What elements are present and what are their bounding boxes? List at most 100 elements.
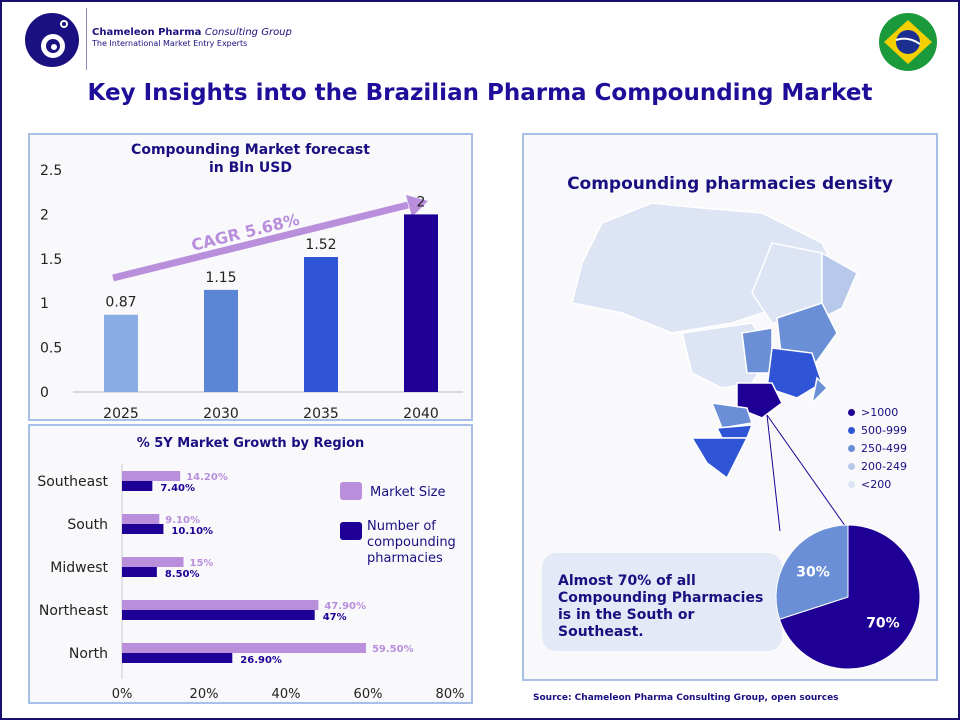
y-tick-label: 0	[40, 385, 49, 401]
region-bar	[122, 610, 315, 620]
legend-label: 250-499	[861, 441, 907, 455]
map-legend: >1000 500-999 250-499 200-249 <200	[848, 403, 907, 493]
forecast-panel	[28, 133, 473, 421]
pie-label: 70%	[866, 615, 900, 631]
forecast-bar	[104, 314, 138, 392]
logo-separator	[86, 8, 87, 70]
x-tick-label: 2030	[203, 406, 239, 421]
bar-value-label: 2	[417, 194, 426, 210]
region-label: Northeast	[39, 603, 109, 619]
y-tick-label: 0.5	[40, 341, 62, 357]
legend-label: pharmacies	[367, 551, 443, 566]
region-bar-label: 59.50%	[372, 644, 414, 655]
map-regions	[571, 202, 858, 480]
x-tick-label: 20%	[190, 687, 219, 702]
pie-connector-line	[766, 414, 849, 531]
legend-dot	[848, 462, 855, 470]
legend-label: Number of	[367, 519, 436, 534]
region-bar	[122, 653, 233, 663]
x-tick-label: 0%	[112, 687, 133, 702]
northeast-east	[821, 251, 858, 320]
region-bar-label: 47%	[323, 612, 347, 623]
map-legend-item: 500-999	[848, 421, 907, 439]
x-tick-label: 2040	[403, 406, 439, 421]
region-bar-label: 9.10%	[165, 515, 200, 526]
forecast-bar	[204, 289, 238, 392]
map-legend-item: <200	[848, 475, 907, 493]
minas-gerais	[766, 347, 823, 399]
company-tagline: The International Market Entry Experts	[92, 39, 248, 48]
legend-dot	[848, 444, 855, 452]
forecast-bar	[404, 214, 438, 392]
legend-label: Market Size	[370, 485, 446, 500]
legend-label: compounding	[367, 535, 456, 550]
bar-value-label: 1.15	[205, 270, 236, 286]
region-bar-label: 15%	[190, 558, 214, 569]
callout-box: Almost 70% of all Compounding Pharmacies…	[542, 553, 782, 651]
region-bar-label: 10.10%	[171, 526, 213, 537]
company-name: Chameleon Pharma Consulting Group	[92, 27, 292, 38]
bar-value-label: 0.87	[105, 295, 136, 311]
region-bar-label: 14.20%	[186, 472, 228, 483]
goias	[741, 327, 773, 374]
region-label: North	[69, 646, 108, 662]
region-bar-label: 47.90%	[324, 601, 366, 612]
x-tick-label: 60%	[354, 687, 383, 702]
pie-slice	[775, 524, 849, 620]
region-bar	[122, 481, 153, 491]
brazil-flag-icon	[879, 13, 937, 71]
y-tick-label: 1.5	[40, 252, 62, 268]
pie-chart: 70% 30%	[775, 524, 921, 670]
cagr-arrowhead	[406, 195, 428, 217]
map-legend-item: >1000	[848, 403, 907, 421]
region-bar	[122, 524, 164, 534]
x-tick-label: 80%	[436, 687, 465, 702]
region-bar	[122, 471, 181, 481]
forecast-title: Compounding Market forecast in Bln USD	[131, 142, 370, 176]
rio-grande-do-sul	[690, 437, 749, 480]
region-label: Southeast	[37, 474, 108, 490]
region-label: Midwest	[50, 560, 108, 576]
legend-dot	[848, 408, 855, 416]
x-tick-label: 2035	[303, 406, 339, 421]
x-tick-label: 2025	[103, 406, 139, 421]
region-bar	[122, 514, 160, 524]
region-bar	[122, 600, 319, 610]
pie-connector-line	[766, 414, 781, 532]
brazil-map	[571, 202, 858, 532]
map-title: Compounding pharmacies density	[567, 174, 893, 194]
sao-paulo	[736, 382, 783, 419]
map-legend-item: 200-249	[848, 457, 907, 475]
region-bar	[122, 567, 157, 577]
y-tick-label: 1	[40, 296, 49, 312]
y-tick-label: 2	[40, 207, 49, 223]
legend-label: >1000	[861, 405, 899, 419]
y-tick-label: 2.5	[40, 163, 62, 179]
legend-dot	[848, 426, 855, 434]
source-note: Source: Chameleon Pharma Consulting Grou…	[533, 693, 839, 703]
legend-label: 500-999	[861, 423, 907, 437]
x-tick-label: 40%	[272, 687, 301, 702]
region-bar-label: 8.50%	[165, 569, 200, 580]
chameleon-logo-icon	[25, 13, 79, 67]
region-bar-label: 26.90%	[240, 655, 282, 666]
legend-label: <200	[861, 477, 892, 491]
espirito-santo	[810, 376, 829, 406]
region-panel	[28, 424, 473, 704]
pie-label: 30%	[796, 565, 830, 581]
legend-swatch	[340, 482, 362, 500]
region-bar	[122, 557, 184, 567]
bar-value-label: 1.52	[305, 237, 336, 253]
cagr-arrow	[112, 201, 409, 282]
legend-label: 200-249	[861, 459, 907, 473]
forecast-bar	[304, 257, 338, 392]
legend-swatch	[340, 522, 362, 540]
santa-catarina	[715, 424, 754, 439]
region-bar	[122, 643, 366, 653]
region-label: South	[67, 517, 108, 533]
pie-slice	[778, 524, 921, 670]
page-title: Key Insights into the Brazilian Pharma C…	[87, 80, 873, 106]
region-title: % 5Y Market Growth by Region	[136, 436, 365, 451]
region-bar-label: 7.40%	[160, 483, 195, 494]
